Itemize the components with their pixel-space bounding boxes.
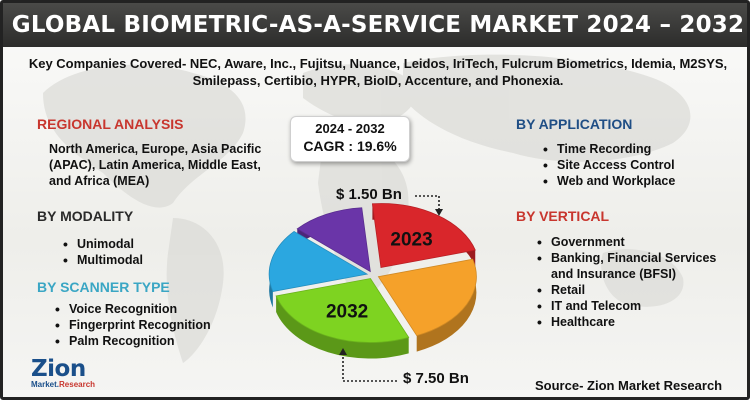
list-item: IT and Telecom	[537, 298, 722, 314]
by-scanner-type-heading: BY SCANNER TYPE	[37, 279, 170, 295]
pie-slice	[371, 203, 476, 268]
value-label-2032: $ 7.50 Bn	[403, 370, 469, 387]
list-item: Government	[537, 234, 722, 250]
pie-slice-side	[276, 295, 409, 359]
regional-analysis-heading: REGIONAL ANALYSIS	[37, 116, 184, 132]
pointer-arrow-2032	[339, 348, 347, 355]
logo-sub-market: Market.	[31, 380, 60, 389]
key-companies-text: Key Companies Covered- NEC, Aware, Inc.,…	[28, 56, 728, 88]
logo-brand: Zion	[31, 356, 86, 382]
list-item: Voice Recognition	[55, 301, 211, 317]
pie-slice	[275, 278, 410, 343]
infographic-title: GLOBAL BIOMETRIC-AS-A-SERVICE MARKET 202…	[11, 12, 745, 38]
list-item: Unimodal	[63, 236, 143, 252]
pointer-line-2032	[342, 353, 397, 382]
vertical-list: GovernmentBanking, Financial Services an…	[537, 234, 722, 330]
list-item: Banking, Financial Services and Insuranc…	[537, 250, 722, 282]
logo-sub-research: Research	[59, 380, 96, 389]
title-bar: GLOBAL BIOMETRIC-AS-A-SERVICE MARKET 202…	[3, 3, 747, 47]
market-pie-chart: 2023 2032	[268, 195, 477, 382]
cagr-value: CAGR : 19.6%	[303, 138, 397, 154]
pie-slice-label-2023: 2023	[390, 230, 432, 251]
list-item: Time Recording	[543, 141, 675, 157]
list-item: Retail	[537, 282, 722, 298]
by-vertical-heading: BY VERTICAL	[516, 208, 610, 224]
pie-slice	[296, 207, 371, 273]
modality-list: UnimodalMultimodal	[63, 236, 143, 268]
pie-slice-side	[416, 259, 477, 352]
pointer-line-2023	[415, 195, 440, 211]
source-text: Source- Zion Market Research	[535, 378, 723, 393]
cagr-period: 2024 - 2032	[315, 121, 385, 136]
by-application-heading: BY APPLICATION	[516, 116, 633, 132]
by-modality-heading: BY MODALITY	[37, 208, 134, 224]
pie-slice	[268, 230, 369, 293]
scanner-type-list: Voice RecognitionFingerprint Recognition…	[55, 301, 211, 349]
list-item: Web and Workplace	[543, 173, 675, 189]
list-item: Healthcare	[537, 314, 722, 330]
list-item: Multimodal	[63, 252, 143, 268]
pie-slice-label-2032: 2032	[326, 301, 368, 322]
value-label-2023: $ 1.50 Bn	[336, 186, 402, 203]
application-list: Time RecordingSite Access ControlWeb and…	[543, 141, 675, 189]
list-item: Fingerprint Recognition	[55, 317, 211, 333]
pointer-arrow-2023	[435, 209, 443, 216]
cagr-box: 2024 - 2032 CAGR : 19.6%	[290, 116, 410, 162]
pie-slice	[377, 258, 477, 337]
zion-logo: Zion Market.Research	[31, 358, 107, 396]
list-item: Site Access Control	[543, 157, 675, 173]
regional-analysis-text: North America, Europe, Asia Pacific (APA…	[49, 142, 262, 188]
list-item: Palm Recognition	[55, 333, 211, 349]
